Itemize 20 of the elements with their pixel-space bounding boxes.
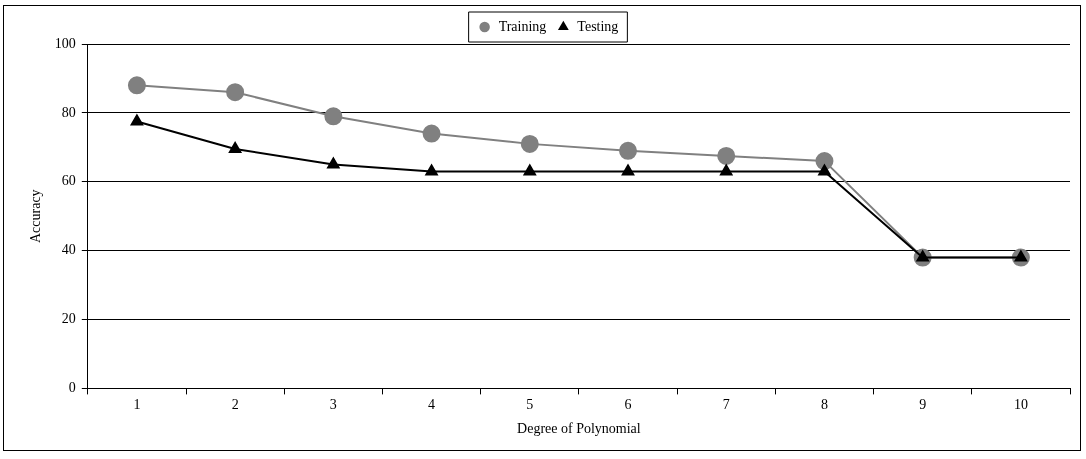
x-tick-label: 1 [133, 397, 141, 413]
x-tick-label: 6 [624, 397, 632, 413]
y-tick-label: 80 [61, 104, 76, 120]
x-tick-label: 4 [428, 397, 436, 413]
y-tick-label: 60 [61, 173, 76, 189]
y-axis-title: Accuracy [28, 189, 44, 244]
x-tick-label: 10 [1013, 397, 1028, 413]
x-tick-label: 9 [919, 397, 927, 413]
x-tick-label: 8 [820, 397, 828, 413]
x-tick-label: 7 [722, 397, 730, 413]
y-tick-label: 20 [61, 311, 76, 327]
y-tick-label: 0 [68, 380, 76, 396]
x-axis-title: Degree of Polynomial [517, 421, 641, 437]
x-tick-label: 2 [231, 397, 239, 413]
x-tick-label: 5 [526, 397, 534, 413]
legend-label: Training [498, 18, 547, 34]
x-tick-label: 3 [329, 397, 337, 413]
y-tick-label: 100 [54, 35, 76, 51]
y-tick-label: 40 [61, 242, 76, 258]
legend-label: Testing [577, 18, 619, 34]
